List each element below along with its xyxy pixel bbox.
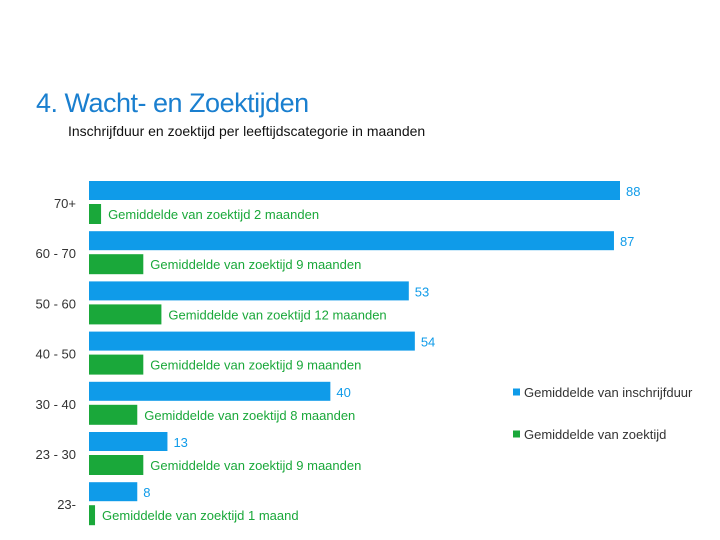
inschrijfduur-bar xyxy=(89,432,168,451)
inschrijfduur-bar xyxy=(89,231,614,251)
zoektijd-value-label: Gemiddelde van zoektijd 2 maanden xyxy=(108,207,319,222)
inschrijfduur-bar xyxy=(89,482,138,502)
zoektijd-bar xyxy=(89,204,102,224)
category-tick-label: 23 - 30 xyxy=(36,447,76,462)
zoektijd-bar xyxy=(89,455,144,475)
zoektijd-bar xyxy=(89,354,144,375)
category-tick-label: 70+ xyxy=(54,196,76,211)
zoektijd-value-label: Gemiddelde van zoektijd 1 maand xyxy=(102,508,299,523)
zoektijd-value-label: Gemiddelde van zoektijd 9 maanden xyxy=(150,358,361,373)
category-tick-label: 50 - 60 xyxy=(36,296,76,311)
inschrijfduur-value-label: 8 xyxy=(143,485,150,500)
inschrijfduur-value-label: 53 xyxy=(415,284,429,299)
category-tick-label: 23- xyxy=(57,497,76,512)
zoektijd-value-label: Gemiddelde van zoektijd 9 maanden xyxy=(150,257,361,272)
inschrijfduur-bar xyxy=(89,181,620,200)
inschrijfduur-bar xyxy=(89,381,331,401)
zoektijd-value-label: Gemiddelde van zoektijd 8 maanden xyxy=(144,408,355,423)
page-subtitle: Inschrijfduur en zoektijd per leeftijdsc… xyxy=(68,123,426,139)
zoektijd-value-label: Gemiddelde van zoektijd 12 maanden xyxy=(168,307,386,322)
inschrijfduur-value-label: 88 xyxy=(626,184,640,199)
inschrijfduur-bar xyxy=(89,281,409,301)
zoektijd-bar xyxy=(89,304,162,325)
inschrijfduur-value-label: 40 xyxy=(336,385,350,400)
inschrijfduur-value-label: 54 xyxy=(421,335,435,350)
inschrijfduur-value-label: 13 xyxy=(173,435,187,450)
legend-entry: Gemiddelde van zoektijd xyxy=(524,427,666,442)
legend-swatch xyxy=(513,388,520,396)
category-tick-label: 40 - 50 xyxy=(36,347,76,362)
page-title: 4. Wacht- en Zoektijden xyxy=(36,88,309,118)
category-tick-label: 30 - 40 xyxy=(36,397,76,412)
zoektijd-bar xyxy=(89,404,138,425)
inschrijfduur-bar xyxy=(89,331,415,351)
legend-swatch xyxy=(513,430,520,438)
zoektijd-value-label: Gemiddelde van zoektijd 9 maanden xyxy=(150,458,361,473)
inschrijfduur-value-label: 87 xyxy=(620,234,634,249)
zoektijd-bar xyxy=(89,505,96,526)
legend-entry: Gemiddelde van inschrijfduur xyxy=(524,385,693,400)
zoektijd-bar xyxy=(89,254,144,275)
category-tick-label: 60 - 70 xyxy=(36,246,76,261)
